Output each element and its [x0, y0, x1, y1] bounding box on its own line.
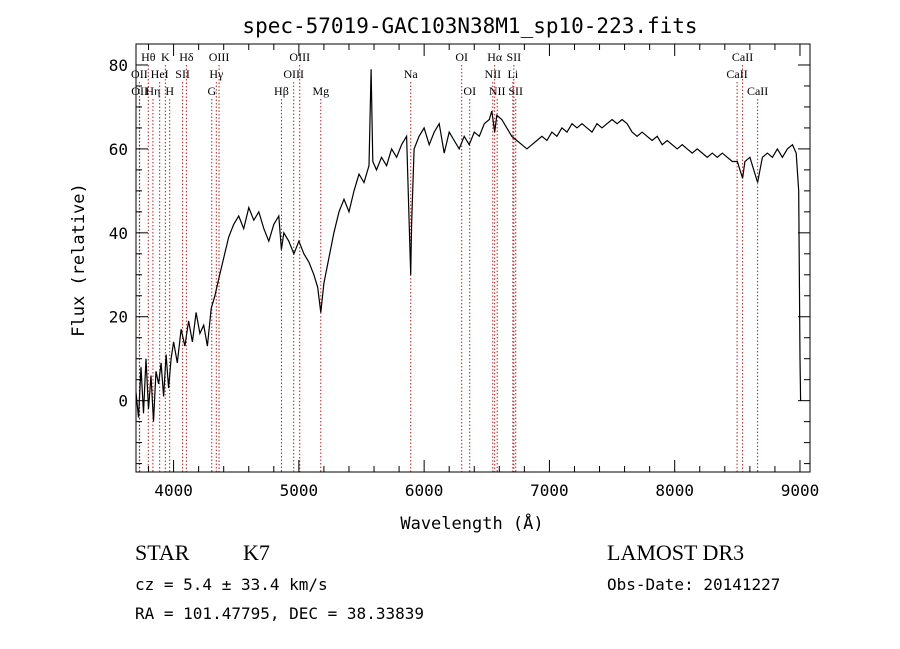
- marker-label: G: [207, 84, 216, 98]
- spectrum-line: [135, 69, 802, 422]
- plot-frame: [135, 43, 811, 473]
- coordinates: RA = 101.47795, DEC = 38.33839: [135, 604, 424, 623]
- y-tick-label: 0: [118, 392, 128, 411]
- x-tick-label: 6000: [405, 481, 444, 500]
- marker-label: SII: [508, 84, 523, 98]
- marker-label: OIII: [283, 67, 304, 81]
- x-tick-label: 7000: [530, 481, 569, 500]
- marker-label: Hγ: [209, 67, 224, 81]
- chart-title: spec-57019-GAC103N38M1_sp10-223.fits: [242, 14, 697, 38]
- marker-label: OI: [463, 84, 476, 98]
- y-axis-ticks: 0 20 40 60 80: [109, 43, 810, 465]
- marker-label: K: [161, 50, 170, 64]
- marker-label: NII: [489, 84, 506, 98]
- x-tick-label: 5000: [280, 481, 319, 500]
- marker-label: CaII: [747, 84, 768, 98]
- object-class: STAR: [135, 540, 190, 565]
- marker-label: SII: [507, 50, 522, 64]
- y-tick-label: 20: [109, 308, 128, 327]
- marker-label: Mg: [312, 84, 329, 98]
- marker-label: CaII: [732, 50, 753, 64]
- y-tick-label: 40: [109, 224, 128, 243]
- x-axis-label: Wavelength (Å): [400, 512, 543, 534]
- x-axis-ticks: 4000 5000 6000 7000 8000 9000: [148, 44, 820, 500]
- x-tick-label: 9000: [781, 481, 820, 500]
- observation-date: Obs-Date: 20141227: [607, 575, 781, 594]
- marker-label: Na: [404, 67, 419, 81]
- marker-label: Hβ: [274, 84, 289, 98]
- marker-label: HeI: [151, 67, 169, 81]
- marker-label: Hθ: [141, 50, 156, 64]
- marker-label: H: [165, 84, 174, 98]
- marker-label: OIII: [289, 50, 310, 64]
- marker-label: OII: [131, 67, 148, 81]
- x-tick-label: 8000: [655, 481, 694, 500]
- marker-label: Hδ: [179, 50, 194, 64]
- marker-label: OI: [455, 50, 468, 64]
- marker-label: SII: [175, 67, 190, 81]
- marker-label: CaII: [726, 67, 747, 81]
- y-tick-label: 60: [109, 140, 128, 159]
- marker-label: OII: [131, 84, 148, 98]
- marker-label: Hα: [487, 50, 503, 64]
- y-tick-label: 80: [109, 56, 128, 75]
- marker-label: OIII: [209, 50, 230, 64]
- redshift-value: cz = 5.4 ± 33.4 km/s: [135, 575, 328, 594]
- x-tick-label: 4000: [154, 481, 193, 500]
- marker-label: Hη: [145, 84, 160, 98]
- marker-label: Li: [508, 67, 519, 81]
- survey-name: LAMOST DR3: [607, 540, 745, 565]
- y-axis-label: Flux (relative): [69, 183, 89, 337]
- marker-label: NII: [484, 67, 501, 81]
- object-subclass: K7: [243, 540, 270, 565]
